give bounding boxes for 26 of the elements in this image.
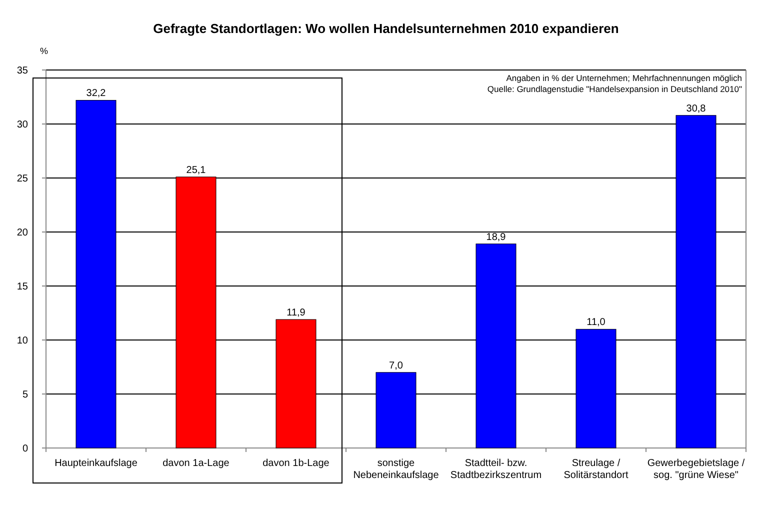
y-tick-label: 35 <box>16 66 28 76</box>
y-tick-label: 25 <box>16 174 28 184</box>
y-tick-label: 15 <box>16 282 28 292</box>
data-label: 7,0 <box>389 360 404 372</box>
x-tick-label: Haupteinkaufslage <box>54 458 138 469</box>
y-tick-label: 30 <box>16 120 28 130</box>
x-tick-label: davon 1b-Lage <box>262 458 330 469</box>
data-label: 18,9 <box>486 232 506 243</box>
data-label: 11,0 <box>586 317 606 328</box>
data-label: 11,9 <box>286 307 306 318</box>
data-label: 25,1 <box>186 164 206 176</box>
annotation: Quelle: Grundlagenstudie "Handelsexpansion in Deutschland 2010" <box>487 84 742 94</box>
x-tick-label: Stadtteil- bzw. Stadtbezirkszentrum <box>450 458 542 481</box>
annotation: Angaben in % der Unternehmen; Mehrfachnennungen möglich <box>506 73 742 83</box>
y-tick-label: 20 <box>16 228 28 238</box>
x-tick-label: davon 1a-Lage <box>162 458 230 469</box>
y-axis-title: % <box>40 46 48 56</box>
x-tick-label: sonstige Nebeneinkaufslage <box>353 458 440 481</box>
data-label: 30,8 <box>686 103 706 114</box>
chart-title: Gefragte Standortlagen: Wo wollen Handelsunternehmen 2010 expandieren <box>153 21 619 36</box>
x-tick-label: Gewerbegebietslage / sog. "grüne Wiese" <box>647 458 745 481</box>
y-tick-label: 0 <box>22 444 28 454</box>
y-tick-label: 10 <box>16 336 28 346</box>
y-tick-label: 5 <box>22 390 28 400</box>
x-tick-label: Streulage / Solitärstandort <box>564 458 628 481</box>
data-label: 32,2 <box>86 88 106 100</box>
